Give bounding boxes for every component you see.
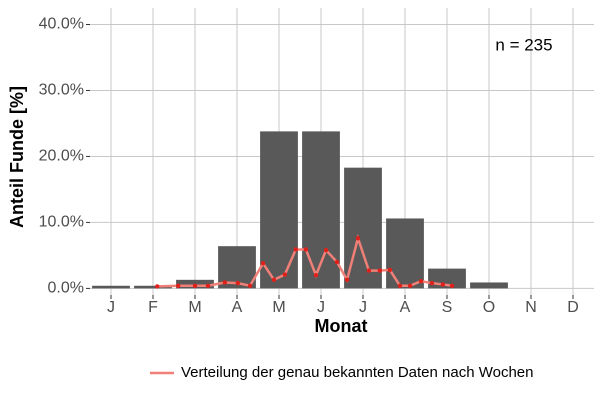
x-tick-label: J <box>107 299 115 316</box>
line-point <box>260 261 266 266</box>
line-point <box>366 268 372 273</box>
line-point <box>176 283 181 288</box>
x-tick-label: J <box>317 299 325 316</box>
x-tick-label: A <box>232 299 243 316</box>
x-tick-label: S <box>442 299 453 316</box>
y-tick-label: 30.0% <box>39 82 84 99</box>
bar <box>386 218 424 289</box>
line-point <box>205 283 211 288</box>
line-point <box>155 284 160 289</box>
y-tick-label: 10.0% <box>39 214 84 231</box>
x-tick-label: A <box>400 299 411 316</box>
line-point <box>282 272 288 277</box>
x-tick-label: M <box>272 299 285 316</box>
line-point <box>303 247 309 252</box>
y-tick-label: 40.0% <box>39 16 84 33</box>
bar <box>134 285 172 289</box>
y-axis-title: Anteil Funde [%] <box>7 86 27 228</box>
y-tick-label: 0.0% <box>48 280 84 297</box>
line-point <box>323 247 329 253</box>
line-point <box>344 277 350 283</box>
x-tick-label: D <box>567 299 579 316</box>
line-point <box>192 283 198 288</box>
line-point <box>313 273 319 278</box>
x-tick-label: N <box>525 299 537 316</box>
line-point <box>271 277 277 283</box>
marks <box>92 131 508 289</box>
line-point <box>247 283 253 288</box>
x-axis-title: Monat <box>315 316 368 336</box>
line-point <box>429 280 435 286</box>
x-tick-label: F <box>148 299 158 316</box>
line-point <box>387 267 393 273</box>
line-point <box>440 282 445 287</box>
line-point <box>418 278 424 284</box>
legend-label: Verteilung der genau bekannten Daten nac… <box>181 364 534 381</box>
x-tick-label: O <box>483 299 495 316</box>
annotation: n = 235 <box>495 35 552 54</box>
line-point <box>407 283 413 288</box>
line-point <box>235 280 241 286</box>
y-tick-label: 20.0% <box>39 148 84 165</box>
x-tick-label: J <box>359 299 367 316</box>
bar <box>260 131 298 289</box>
bar <box>92 285 130 289</box>
line-point <box>293 247 298 252</box>
line-point <box>449 283 455 288</box>
line-point <box>377 268 382 273</box>
line-point <box>334 259 340 265</box>
line-point <box>397 283 403 288</box>
bar <box>470 282 508 289</box>
line-point <box>222 280 228 285</box>
line-point <box>355 236 361 241</box>
x-tick-label: M <box>188 299 201 316</box>
